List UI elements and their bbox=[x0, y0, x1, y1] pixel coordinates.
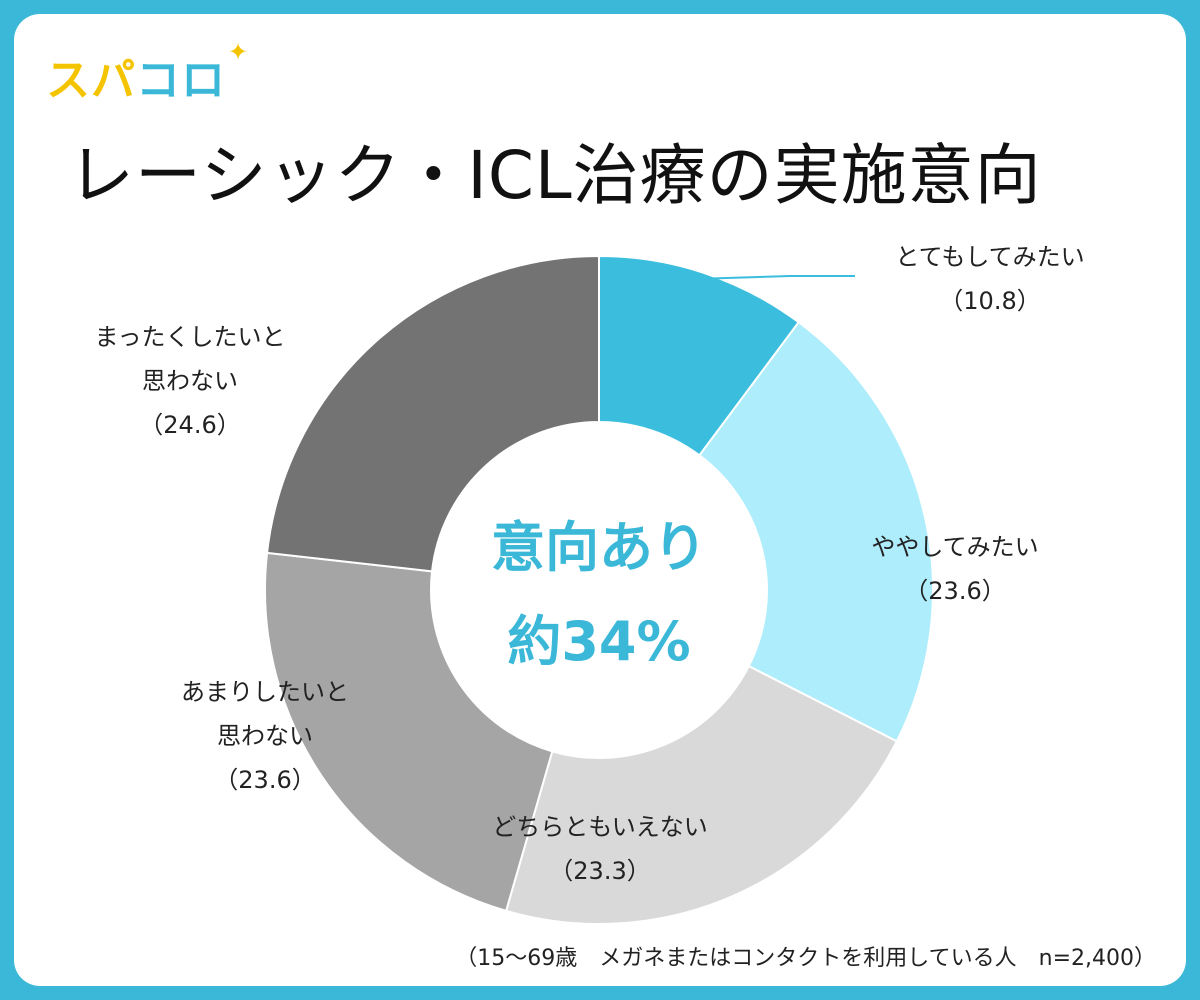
brand-logo[interactable]: スパ コロ ✦ bbox=[46, 38, 249, 108]
slice-category-label-5: 思わない bbox=[142, 367, 238, 395]
slice-value-label-4: （23.6） bbox=[214, 766, 315, 794]
center-label-line1: 意向あり bbox=[491, 516, 707, 579]
slice-value-label-5: （24.6） bbox=[139, 411, 240, 439]
slice-category-label-4: 思わない bbox=[217, 722, 313, 750]
donut-slice-1 bbox=[598, 254, 801, 457]
logo-text-part2: コロ bbox=[136, 55, 226, 106]
donut-slice-4 bbox=[264, 551, 554, 913]
leader-line bbox=[702, 275, 855, 280]
donut-slice-3 bbox=[504, 664, 899, 925]
logo-text-part1: スパ bbox=[46, 55, 136, 106]
center-label-line2: 約34% bbox=[507, 610, 690, 673]
donut-slices bbox=[264, 254, 934, 925]
slice-value-label-2: （23.6） bbox=[904, 577, 1005, 605]
donut-slice-5 bbox=[265, 254, 600, 573]
slice-value-label-3: （23.3） bbox=[549, 857, 650, 885]
slice-category-label-2: ややしてみたい bbox=[871, 533, 1038, 561]
sample-footnote: （15〜69歳 メガネまたはコンタクトを利用している人 n=2,400） bbox=[455, 946, 1156, 971]
donut-slice-2 bbox=[698, 320, 934, 743]
slice-labels: とてもしてみたい （10.8） ややしてみたい （23.6） どちらともいえない （23.… bbox=[94, 243, 1084, 885]
slice-category-label-3: どちらともいえない bbox=[492, 813, 708, 841]
slice-category-label-1: とてもしてみたい bbox=[895, 243, 1084, 271]
sparkle-icon: ✦ bbox=[228, 38, 250, 66]
chart-title: レーシック・ICL治療の実施意向 bbox=[68, 137, 1042, 214]
slice-value-label-1: （10.8） bbox=[939, 287, 1040, 315]
slice-category-label-5: まったくしたいと bbox=[94, 323, 285, 351]
slice-category-label-4: あまりしたいと bbox=[181, 678, 349, 706]
